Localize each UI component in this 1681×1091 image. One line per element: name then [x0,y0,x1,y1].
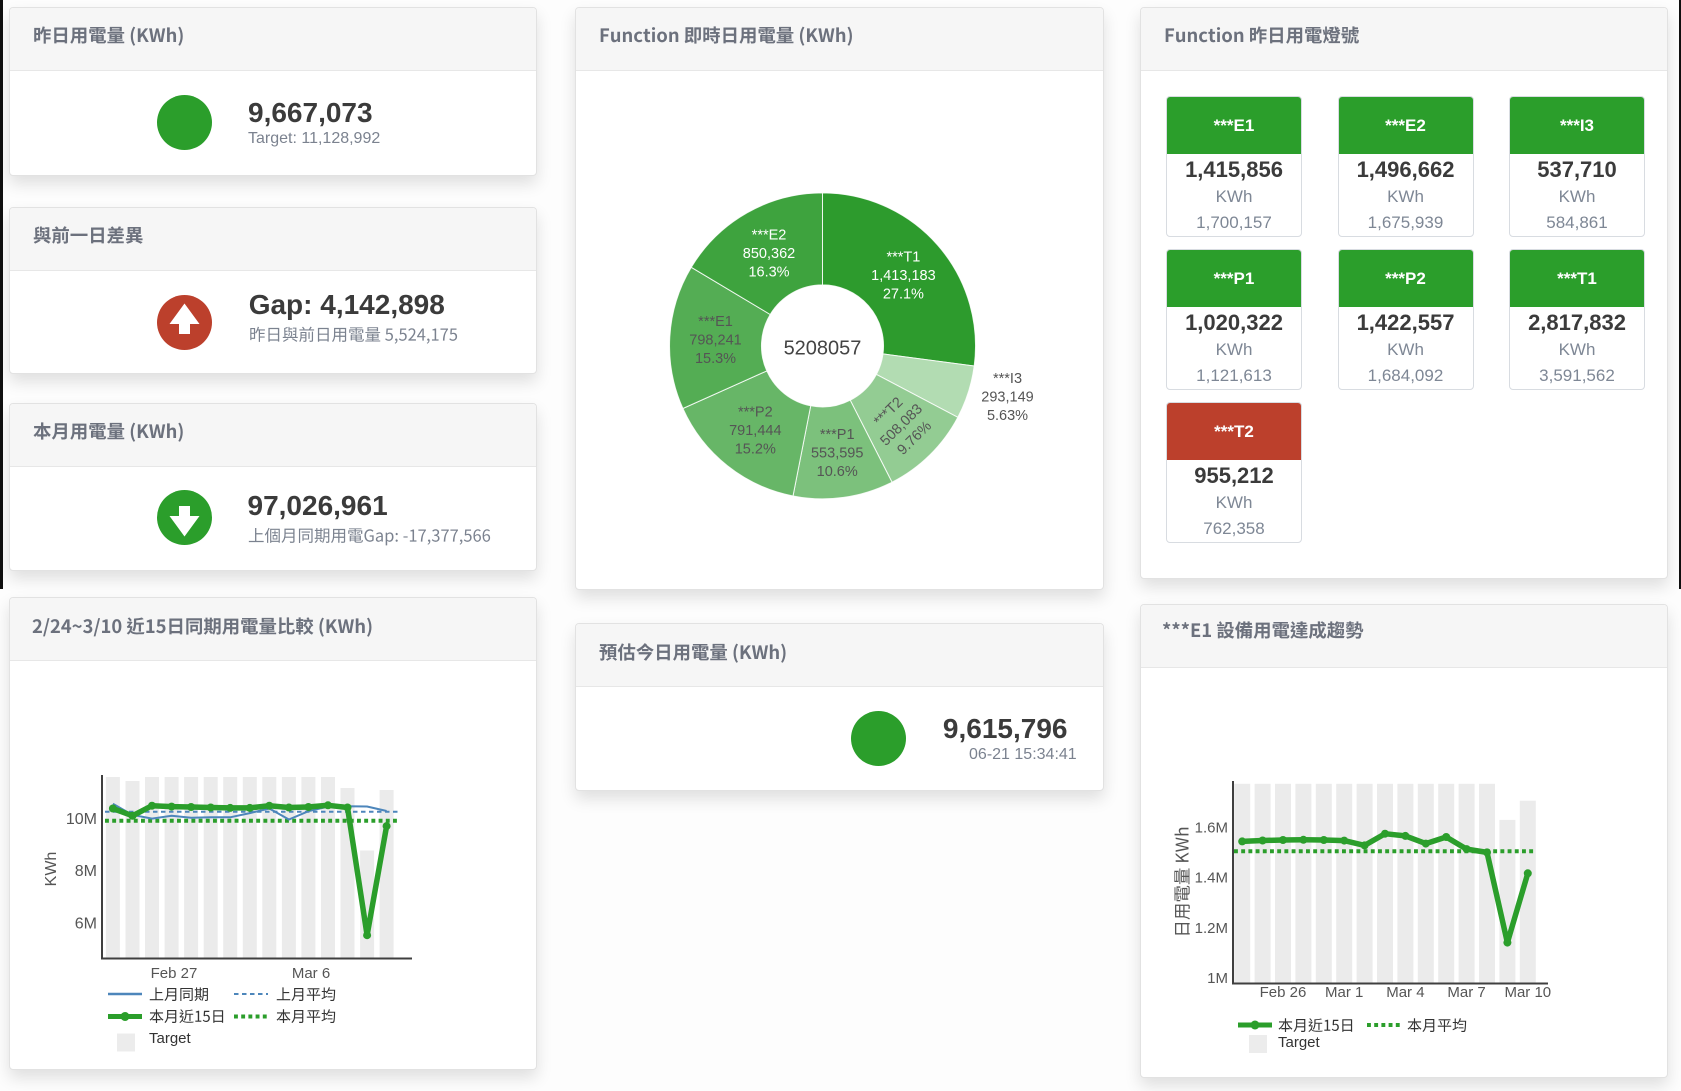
svg-text:Feb 27: Feb 27 [151,965,198,982]
svg-text:Mar 4: Mar 4 [1386,984,1424,1001]
svg-text:6M: 6M [75,915,97,932]
svg-text:Feb 26: Feb 26 [1260,984,1307,1001]
svg-text:293,149: 293,149 [981,390,1033,406]
svg-text:16.3%: 16.3% [748,265,789,281]
svg-text:KWh: KWh [43,852,60,887]
svg-text:***E1: ***E1 [698,314,733,330]
svg-text:Mar 1: Mar 1 [1325,984,1363,1001]
svg-text:1,413,183: 1,413,183 [871,268,936,284]
svg-text:***P2: ***P2 [738,404,773,420]
svg-text:850,362: 850,362 [743,246,795,262]
svg-text:1.2M: 1.2M [1195,920,1228,937]
svg-text:553,595: 553,595 [811,445,863,461]
svg-text:***I3: ***I3 [993,371,1022,387]
svg-text:27.1%: 27.1% [883,287,924,303]
svg-text:***T1: ***T1 [886,250,920,266]
svg-text:10.6%: 10.6% [817,464,858,480]
svg-text:Mar 7: Mar 7 [1447,984,1485,1001]
svg-text:Mar 6: Mar 6 [292,965,330,982]
svg-text:Mar 10: Mar 10 [1504,984,1551,1001]
svg-text:10M: 10M [66,811,97,828]
svg-text:791,444: 791,444 [729,423,781,439]
svg-text:5208057: 5208057 [784,338,862,360]
svg-text:15.2%: 15.2% [735,441,776,457]
svg-text:1.4M: 1.4M [1195,870,1228,887]
svg-text:1.6M: 1.6M [1195,819,1228,836]
svg-text:5.63%: 5.63% [987,408,1028,424]
svg-text:8M: 8M [75,863,97,880]
svg-text:***P1: ***P1 [820,427,855,443]
svg-text:798,241: 798,241 [689,332,741,348]
svg-text:***E2: ***E2 [752,228,787,244]
svg-text:1M: 1M [1207,970,1228,987]
svg-text:15.3%: 15.3% [695,351,736,367]
